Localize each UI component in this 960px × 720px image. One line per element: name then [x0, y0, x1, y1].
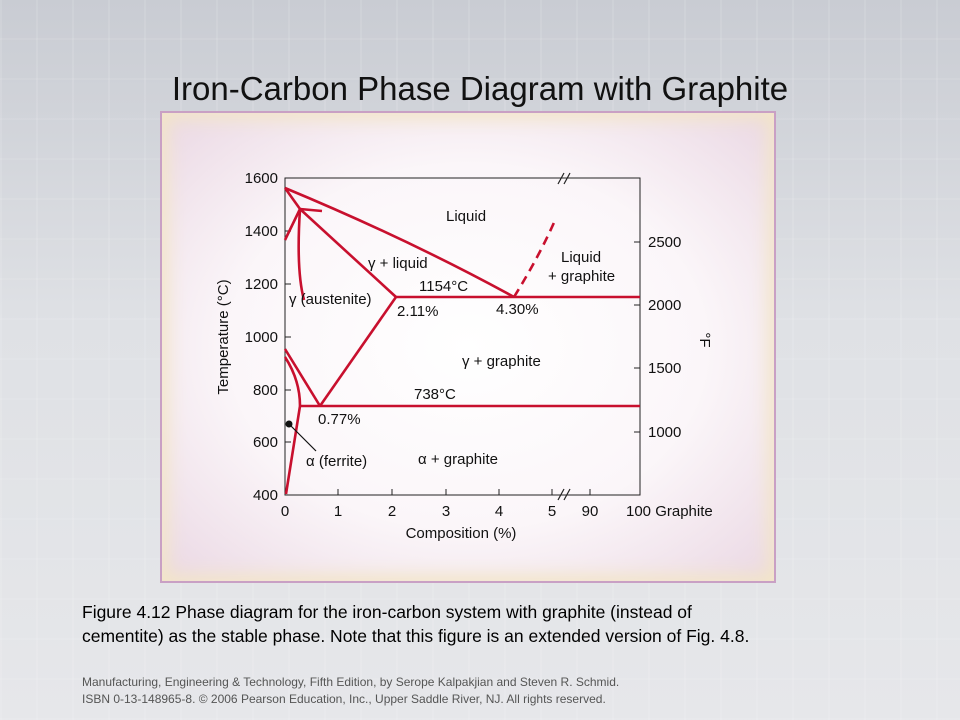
region-austenite: γ (austenite): [289, 291, 372, 308]
x-tick-1: 1: [334, 503, 342, 520]
y-tick-1000: 1000: [245, 329, 278, 346]
x-tick-100-graphite: 100 Graphite: [626, 503, 713, 520]
region-alpha-graphite: α + graphite: [418, 451, 498, 468]
region-liquid-graphite-1: Liquid: [561, 249, 601, 266]
footer-line-1: Manufacturing, Engineering & Technology,…: [82, 675, 620, 689]
x-tick-4: 4: [495, 503, 503, 520]
label-eutectoid-comp: 0.77%: [318, 411, 361, 428]
footer-line-2: ISBN 0-13-148965-8. © 2006 Pearson Educa…: [82, 692, 606, 706]
x-tick-5: 5: [548, 503, 556, 520]
y-tick-800: 800: [253, 382, 278, 399]
x-tick-3: 3: [442, 503, 450, 520]
austenite-solidus-left: [297, 208, 306, 301]
caption-line-2: cementite) as the stable phase. Note tha…: [82, 626, 750, 646]
a3-line: [283, 348, 322, 407]
y-axis-right-title: °F: [696, 332, 713, 347]
x-tick-90: 90: [582, 503, 599, 520]
ferrite-solvus: [284, 405, 302, 495]
figure-caption: Figure 4.12 Phase diagram for the iron-c…: [82, 600, 922, 648]
solidus-line: [299, 208, 397, 298]
liquidus-line: [284, 186, 515, 299]
y-right-tick-2000: 2000: [648, 297, 681, 314]
y-right-tick-1000: 1000: [648, 424, 681, 441]
phase-boundaries: [283, 186, 640, 495]
region-liquid: Liquid: [446, 208, 486, 225]
y-tick-600: 600: [253, 434, 278, 451]
region-liquid-graphite-2: + graphite: [548, 268, 615, 285]
copyright-footer: Manufacturing, Engineering & Technology,…: [82, 674, 942, 708]
label-eutectic-temp: 1154°C: [419, 278, 468, 295]
y-tick-1400: 1400: [245, 223, 278, 240]
label-eutectic-comp: 4.30%: [496, 301, 539, 318]
figure-frame: [160, 111, 776, 583]
slide-title: Iron-Carbon Phase Diagram with Graphite: [171, 70, 789, 107]
label-eutectoid-temp: 738°C: [414, 386, 456, 403]
bottom-tick-marks: [337, 489, 591, 495]
peritectic-line: [299, 207, 323, 213]
y-tick-400: 400: [253, 487, 278, 504]
x-axis-title: Composition (%): [406, 525, 517, 542]
caption-line-1: Figure 4.12 Phase diagram for the iron-c…: [82, 602, 692, 622]
plot-box: [284, 177, 641, 496]
right-tick-marks: [634, 241, 640, 433]
y-tick-1200: 1200: [245, 276, 278, 293]
y-tick-1600: 1600: [245, 170, 278, 187]
y-axis-title: Temperature (°C): [215, 279, 232, 394]
region-gamma-liquid: γ + liquid: [368, 255, 428, 272]
label-eutectic-gamma-comp: 2.11%: [397, 303, 438, 320]
y-right-tick-2500: 2500: [648, 234, 681, 251]
graphite-liquidus-dashed: [512, 217, 558, 298]
solvus-line: [318, 296, 398, 407]
left-tick-marks: [285, 177, 291, 443]
region-gamma-graphite: γ + graphite: [462, 353, 541, 370]
x-tick-2: 2: [388, 503, 396, 520]
ferrite-upper: [283, 356, 302, 407]
axis-break-marks: [557, 172, 571, 501]
y-right-tick-1500: 1500: [648, 360, 681, 377]
ferrite-pointer: [288, 423, 317, 452]
region-ferrite: α (ferrite): [306, 453, 367, 470]
x-tick-0: 0: [281, 503, 289, 520]
